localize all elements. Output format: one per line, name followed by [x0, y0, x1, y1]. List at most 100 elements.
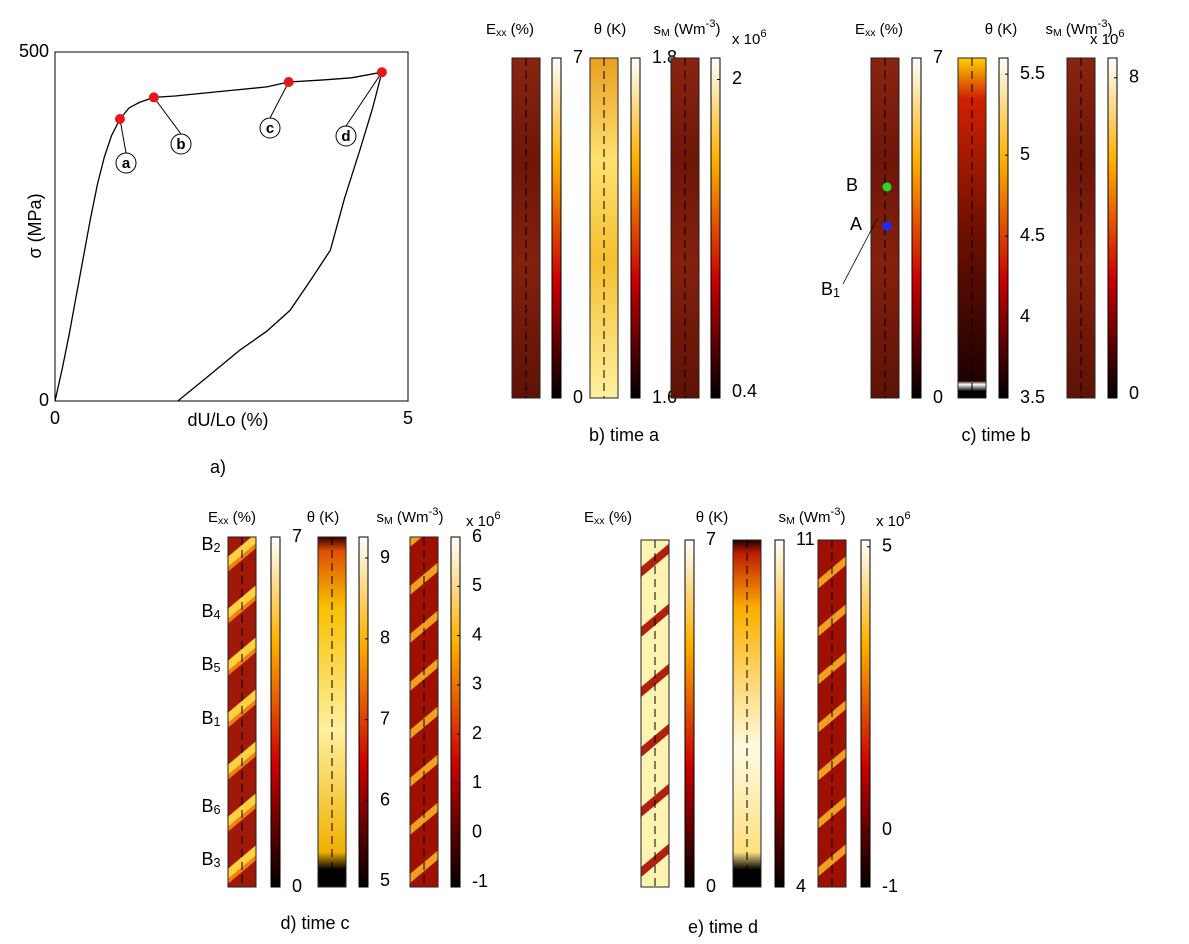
- point-label: a: [122, 155, 131, 172]
- text-part: s: [778, 509, 786, 526]
- text-part: xx: [594, 515, 605, 527]
- colorbar-tick-label: -1: [472, 871, 488, 891]
- text-part: 6: [904, 510, 910, 522]
- colorbar-tick-label: 0: [1129, 383, 1139, 403]
- map-header: Exx (%): [584, 509, 632, 527]
- text-part: s: [376, 509, 384, 526]
- annotation: A: [850, 214, 862, 234]
- text-part: (%): [876, 21, 904, 38]
- colorbar-tick-label: 7: [292, 526, 302, 546]
- text-part: B: [201, 708, 213, 728]
- colorbar: [1107, 57, 1118, 399]
- map-header: sM (Wm-3): [1045, 18, 1112, 39]
- text-part: -3: [1098, 18, 1108, 30]
- text-part: 6: [214, 803, 221, 817]
- text-part: B: [201, 796, 213, 816]
- colorbar-tick-label: 7: [933, 47, 943, 67]
- annotation: B1: [821, 279, 840, 300]
- colorbar-tick-label: 0.4: [732, 381, 757, 401]
- text-part: E: [486, 21, 496, 38]
- y-tick-label: 500: [19, 41, 49, 61]
- text-part: 1: [214, 715, 221, 729]
- leader-line: [345, 71, 383, 127]
- annotation: B1: [201, 708, 220, 729]
- colorbar: [358, 536, 369, 888]
- text-part: M: [786, 515, 795, 527]
- colorbar-tick-label: 3: [472, 674, 482, 694]
- map-header: Exx (%): [208, 509, 256, 527]
- text-part: xx: [496, 27, 507, 39]
- annotation: B3: [201, 849, 220, 870]
- map-header: Exx (%): [855, 21, 903, 39]
- leader-line: [119, 118, 127, 154]
- leader-line: [842, 218, 878, 285]
- colorbar: [450, 536, 461, 888]
- text-part: x 10: [466, 513, 494, 530]
- x-tick-label: 0: [50, 408, 60, 428]
- colorbar: [998, 57, 1009, 399]
- text-part: (Wm: [1062, 21, 1098, 38]
- map-header: sM (Wm-3): [653, 18, 720, 39]
- colorbar-tick-label: 2: [472, 723, 482, 743]
- text-part: -3: [831, 506, 841, 518]
- colorbar-tick-label: 2: [732, 68, 742, 88]
- y-tick-label: 0: [39, 390, 49, 410]
- colorbar-tick-label: 1: [472, 772, 482, 792]
- panel-caption: c) time b: [961, 425, 1030, 445]
- text-part: B: [201, 654, 213, 674]
- map-header: sM (Wm-3): [778, 506, 845, 527]
- colorbar-tick-label: 11: [796, 529, 815, 549]
- text-part: M: [384, 515, 393, 527]
- text-part: x 10: [1090, 31, 1118, 48]
- map-header: θ (K): [985, 21, 1018, 38]
- colorbar-tick-label: 7: [380, 708, 390, 728]
- text-part: (%): [507, 21, 535, 38]
- colorbar-tick-label: 5.5: [1020, 63, 1045, 83]
- point: [148, 92, 159, 103]
- text-part: -3: [706, 18, 716, 30]
- colorbar-tick-label: 5: [1020, 144, 1030, 164]
- text-part: s: [653, 21, 661, 38]
- plot-frame: [54, 51, 409, 402]
- text-part: M: [661, 27, 670, 39]
- colorbar: [630, 57, 641, 399]
- text-part: 6: [760, 28, 766, 40]
- point-label: d: [341, 128, 350, 145]
- text-part: 5: [214, 661, 221, 675]
- annotation: B6: [201, 796, 220, 817]
- text-part: s: [1045, 21, 1053, 38]
- colorbar-tick-label: -1: [882, 876, 898, 896]
- text-part: ): [1108, 21, 1113, 38]
- annotation: B: [846, 175, 858, 195]
- map-header: sM (Wm-3): [376, 506, 443, 527]
- text-part: M: [1053, 27, 1062, 39]
- map-header: Exx (%): [486, 21, 534, 39]
- point: [114, 114, 125, 125]
- text-part: ): [439, 509, 444, 526]
- colorbar-tick-label: 7: [573, 47, 583, 67]
- colorbar-tick-label: 9: [380, 547, 390, 567]
- point: [376, 67, 387, 78]
- colorbar: [710, 57, 721, 399]
- colorbar-tick-label: 4: [796, 876, 806, 896]
- text-part: x 10: [876, 513, 904, 530]
- colorbar-tick-label: 6: [472, 526, 482, 546]
- text-part: 2: [214, 541, 221, 555]
- text-part: (Wm: [795, 509, 831, 526]
- annotation: B5: [201, 654, 220, 675]
- colorbar-tick-label: 0: [933, 387, 943, 407]
- text-part: xx: [865, 27, 876, 39]
- annotation: B4: [201, 601, 220, 622]
- colorbar-tick-label: 0: [472, 822, 482, 842]
- text-part: 6: [494, 510, 500, 522]
- text-part: B: [821, 279, 833, 299]
- text-part: 4: [214, 608, 221, 622]
- text-part: 6: [1118, 28, 1124, 40]
- point-label: b: [176, 136, 185, 153]
- text-part: (Wm: [393, 509, 429, 526]
- text-part: -3: [429, 506, 439, 518]
- multiplier: x 106: [876, 510, 911, 530]
- label-ring: [335, 125, 357, 147]
- text-part: B: [201, 601, 213, 621]
